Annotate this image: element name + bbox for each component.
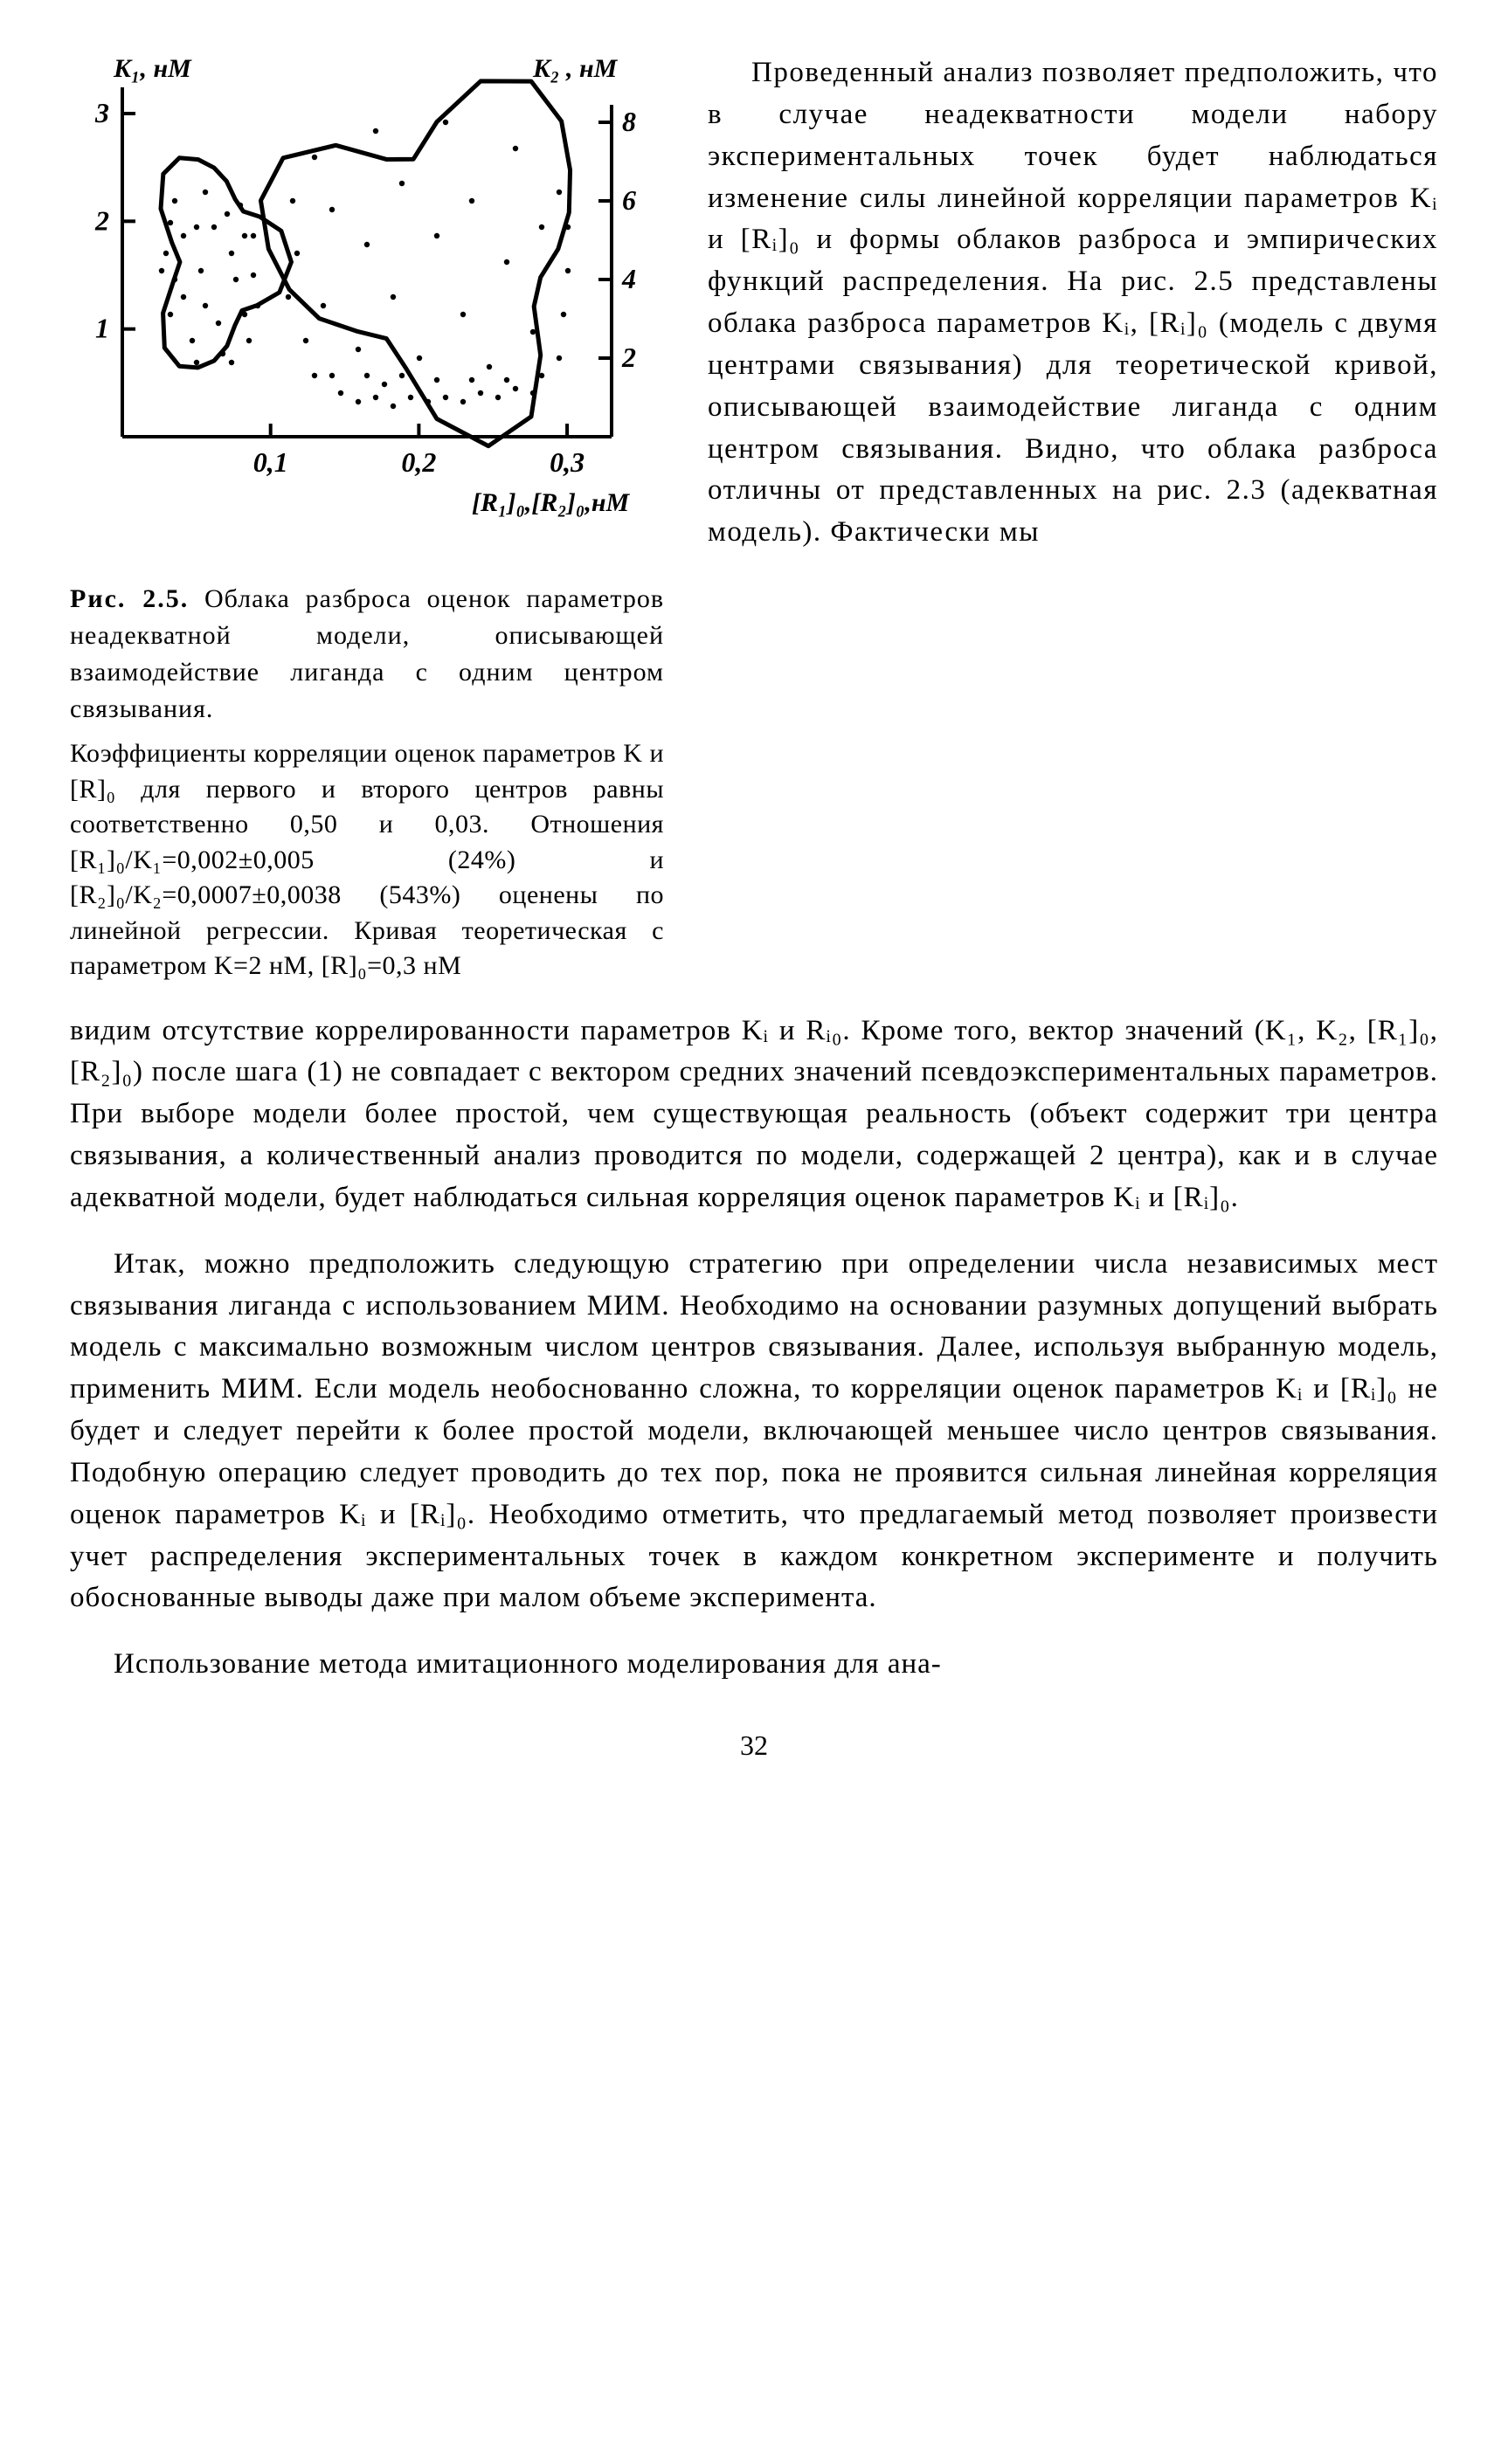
page-number: 32 bbox=[70, 1729, 1438, 1762]
svg-text:K₁, нМ: K₁, нМ bbox=[113, 54, 192, 83]
svg-text:K₂ , нМ: K₂ , нМ bbox=[532, 54, 619, 83]
svg-text:0,3: 0,3 bbox=[550, 446, 585, 478]
svg-text:4: 4 bbox=[621, 263, 636, 294]
body-paragraph-3: Использование метода имитационного модел… bbox=[70, 1644, 1438, 1686]
svg-text:[R₁]₀,[R₂]₀,нМ: [R₁]₀,[R₂]₀,нМ bbox=[472, 488, 630, 517]
svg-text:3: 3 bbox=[94, 97, 109, 128]
body-paragraph-2: Итак, можно предположить следующую страт… bbox=[70, 1244, 1438, 1620]
svg-text:8: 8 bbox=[622, 106, 636, 137]
svg-text:1: 1 bbox=[95, 313, 109, 344]
scatter-chart: 1 2 3 2 4 6 8 0,1 0,2 0,3 K₁, нМ K₂ , нМ [R₁]₀,[R₂]₀… bbox=[70, 52, 664, 555]
figure-caption-title: Рис. 2.5. Облака разброса оценок парамет… bbox=[70, 581, 664, 728]
svg-text:0,1: 0,1 bbox=[253, 446, 288, 478]
right-column-paragraph: Проведенный анализ позволяет предположит… bbox=[708, 52, 1438, 554]
svg-text:6: 6 bbox=[622, 184, 636, 216]
body-paragraph-1: видим отсутствие коррелированности парам… bbox=[70, 1011, 1438, 1219]
svg-text:2: 2 bbox=[94, 204, 109, 236]
figure-label: Рис. 2.5. bbox=[70, 584, 189, 613]
figure-caption-body: Коэффициенты корреляции оценок параметро… bbox=[70, 736, 664, 984]
svg-text:0,2: 0,2 bbox=[401, 446, 436, 478]
svg-text:2: 2 bbox=[621, 342, 636, 373]
